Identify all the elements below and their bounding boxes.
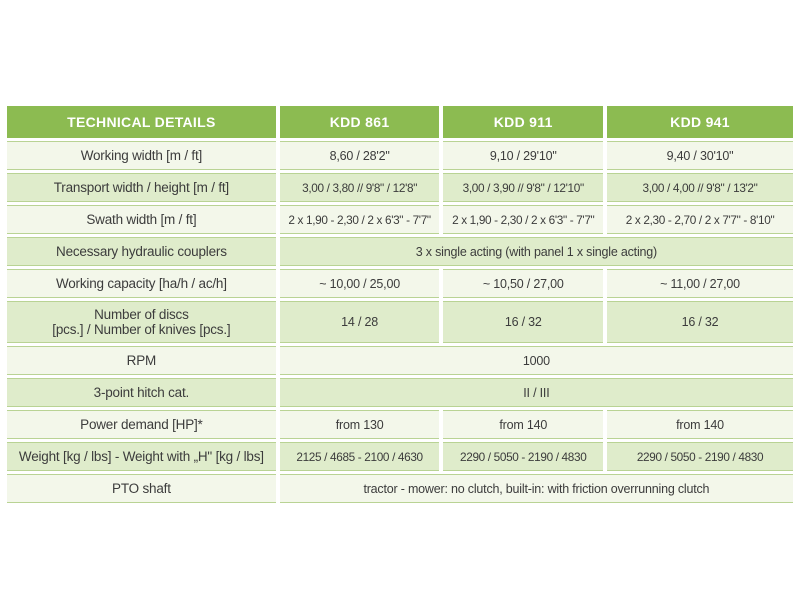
value-cell: from 130: [279, 410, 440, 439]
value-cell: from 140: [443, 410, 604, 439]
value-cell: 16 / 32: [443, 301, 604, 343]
table-row-hitch-category: 3-point hitch cat. II / III: [7, 378, 793, 407]
row-label: Swath width [m / ft]: [7, 205, 276, 234]
row-label: Transport width / height [m / ft]: [7, 173, 276, 202]
value-cell: 9,10 / 29'10": [443, 141, 604, 170]
value-cell: 14 / 28: [279, 301, 440, 343]
table-row-discs-knives: Number of discs [pcs.] / Number of knive…: [7, 301, 793, 343]
row-label: Working capacity [ha/h / ac/h]: [7, 269, 276, 298]
table-row-working-capacity: Working capacity [ha/h / ac/h] ~ 10,00 /…: [7, 269, 793, 298]
value-cell: ~ 11,00 / 27,00: [607, 269, 793, 298]
value-cell: 3,00 / 4,00 // 9'8" / 13'2": [607, 173, 793, 202]
row-label: Necessary hydraulic couplers: [7, 237, 276, 266]
value-cell: from 140: [607, 410, 793, 439]
value-cell: 2 x 1,90 - 2,30 / 2 x 6'3" - 7'7": [443, 205, 604, 234]
row-label: RPM: [7, 346, 276, 375]
value-cell: 9,40 / 30'10": [607, 141, 793, 170]
value-cell: 2290 / 5050 - 2190 / 4830: [443, 442, 604, 471]
header-model-kdd-861: KDD 861: [279, 106, 440, 138]
value-cell: 2290 / 5050 - 2190 / 4830: [607, 442, 793, 471]
header-model-kdd-941: KDD 941: [607, 106, 793, 138]
table-row-weight: Weight [kg / lbs] - Weight with „H" [kg …: [7, 442, 793, 471]
table-header-row: TECHNICAL DETAILS KDD 861 KDD 911 KDD 94…: [7, 106, 793, 138]
technical-details-table: TECHNICAL DETAILS KDD 861 KDD 911 KDD 94…: [3, 103, 797, 506]
table-row-transport-width-height: Transport width / height [m / ft] 3,00 /…: [7, 173, 793, 202]
value-cell-spanning: tractor - mower: no clutch, built-in: wi…: [279, 474, 793, 503]
row-label: Working width [m / ft]: [7, 141, 276, 170]
value-cell: 16 / 32: [607, 301, 793, 343]
row-label-line1: Number of discs: [94, 307, 189, 322]
header-model-kdd-911: KDD 911: [443, 106, 604, 138]
value-cell: 2 x 2,30 - 2,70 / 2 x 7'7" - 8'10": [607, 205, 793, 234]
header-technical-details: TECHNICAL DETAILS: [7, 106, 276, 138]
table-row-working-width: Working width [m / ft] 8,60 / 28'2" 9,10…: [7, 141, 793, 170]
value-cell: 2125 / 4685 - 2100 / 4630: [279, 442, 440, 471]
table-row-swath-width: Swath width [m / ft] 2 x 1,90 - 2,30 / 2…: [7, 205, 793, 234]
table-row-hydraulic-couplers: Necessary hydraulic couplers 3 x single …: [7, 237, 793, 266]
row-label: PTO shaft: [7, 474, 276, 503]
value-cell: 8,60 / 28'2": [279, 141, 440, 170]
row-label: Weight [kg / lbs] - Weight with „H" [kg …: [7, 442, 276, 471]
value-cell: 3,00 / 3,90 // 9'8" / 12'10": [443, 173, 604, 202]
value-cell: ~ 10,00 / 25,00: [279, 269, 440, 298]
value-cell-spanning: 1000: [279, 346, 793, 375]
value-cell-spanning: II / III: [279, 378, 793, 407]
table-row-rpm: RPM 1000: [7, 346, 793, 375]
value-cell-spanning: 3 x single acting (with panel 1 x single…: [279, 237, 793, 266]
row-label-line2: [pcs.] / Number of knives [pcs.]: [52, 322, 231, 337]
value-cell: 2 x 1,90 - 2,30 / 2 x 6'3" - 7'7": [279, 205, 440, 234]
table-row-pto-shaft: PTO shaft tractor - mower: no clutch, bu…: [7, 474, 793, 503]
table-row-power-demand: Power demand [HP]* from 130 from 140 fro…: [7, 410, 793, 439]
row-label: Number of discs [pcs.] / Number of knive…: [7, 301, 276, 343]
row-label: Power demand [HP]*: [7, 410, 276, 439]
value-cell: ~ 10,50 / 27,00: [443, 269, 604, 298]
row-label: 3-point hitch cat.: [7, 378, 276, 407]
value-cell: 3,00 / 3,80 // 9'8" / 12'8": [279, 173, 440, 202]
